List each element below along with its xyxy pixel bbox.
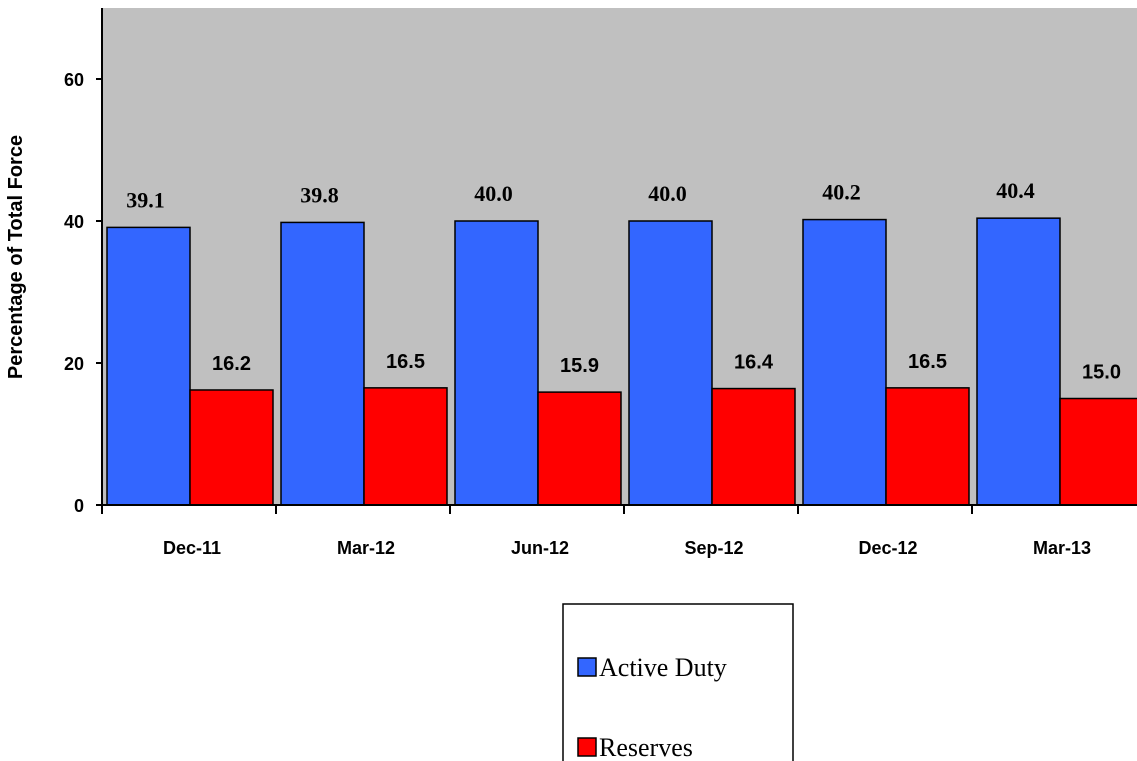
data-label-reserves-dec-11: 16.2	[212, 353, 251, 375]
x-tick-label: Mar-12	[337, 538, 395, 558]
data-label-active-duty-jun-12: 40.0	[474, 181, 513, 206]
legend-label-reserves: Reserves	[599, 733, 693, 761]
data-label-reserves-sep-12: 16.4	[734, 352, 774, 374]
data-label-reserves-mar-12: 16.5	[386, 351, 425, 373]
x-tick-label: Mar-13	[1033, 538, 1091, 558]
legend: Active Duty Reserves	[562, 603, 794, 761]
legend-swatch-reserves	[577, 737, 597, 757]
bar-active-duty-dec-11	[106, 226, 191, 506]
y-tick-label: 0	[74, 496, 84, 516]
data-label-reserves-mar-13: 15.0	[1082, 362, 1121, 384]
bar-reserves-mar-13	[1059, 397, 1137, 506]
y-tick-label: 20	[64, 354, 84, 374]
x-tick-label: Sep-12	[684, 538, 743, 558]
x-tick-label: Dec-12	[858, 538, 917, 558]
bar-reserves-jun-12	[537, 391, 622, 506]
legend-swatch-active-duty	[577, 657, 597, 677]
bar-reserves-dec-11	[189, 389, 274, 506]
data-label-active-duty-sep-12: 40.0	[648, 181, 687, 206]
legend-label-active-duty: Active Duty	[599, 653, 727, 682]
data-label-active-duty-mar-13: 40.4	[996, 178, 1035, 203]
bar-reserves-sep-12	[711, 387, 796, 506]
data-label-reserves-dec-12: 16.5	[908, 351, 947, 373]
y-tick-label: 40	[64, 212, 84, 232]
data-label-active-duty-dec-12: 40.2	[822, 180, 861, 205]
x-tick-label: Dec-11	[163, 538, 221, 558]
y-tick-label: 60	[64, 70, 84, 90]
bar-reserves-dec-12	[885, 387, 970, 506]
data-label-active-duty-mar-12: 39.8	[300, 182, 339, 207]
bar-active-duty-sep-12	[628, 220, 713, 506]
data-label-active-duty-dec-11: 39.1	[126, 187, 165, 212]
x-tick-label: Jun-12	[511, 538, 569, 558]
bar-active-duty-mar-13	[976, 217, 1061, 506]
bar-reserves-mar-12	[363, 387, 448, 506]
bar-active-duty-jun-12	[454, 220, 539, 506]
legend-box	[562, 603, 794, 761]
y-axis-label: Percentage of Total Force	[5, 135, 27, 379]
bar-active-duty-dec-12	[802, 218, 887, 506]
bar-active-duty-mar-12	[280, 221, 365, 506]
data-label-reserves-jun-12: 15.9	[560, 355, 599, 377]
